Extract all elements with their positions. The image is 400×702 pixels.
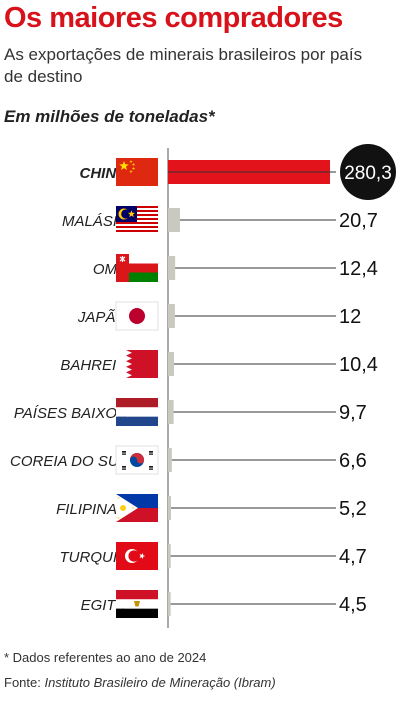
category-label: COREIA DO SUL — [10, 453, 127, 470]
value-label: 4,7 — [339, 546, 367, 568]
footnote: * Dados referentes ao ano de 2024 — [4, 650, 207, 665]
chart-subtitle: As exportações de minerais brasileiros p… — [4, 45, 363, 86]
category-label: TURQUIA — [60, 549, 128, 566]
category-label: BAHREIN — [60, 357, 127, 374]
bar — [168, 448, 172, 472]
netherlands-flag-icon — [116, 398, 158, 426]
category-label: MALÁSIA — [62, 213, 127, 230]
value-label: 20,7 — [339, 210, 378, 232]
value-label: 10,4 — [339, 354, 378, 376]
egypt-flag-icon — [116, 590, 158, 618]
category-label: PAÍSES BAIXOS — [14, 405, 127, 422]
source-name: Instituto Brasileiro de Mineração (Ibram… — [44, 675, 276, 690]
bar — [168, 496, 172, 520]
bar — [168, 352, 175, 376]
source-line: Fonte: Instituto Brasileiro de Mineração… — [4, 675, 276, 690]
value-label: 5,2 — [339, 498, 367, 520]
south-korea-flag-icon — [115, 445, 159, 475]
bar — [168, 592, 171, 616]
value-label: 6,6 — [339, 450, 367, 472]
value-label: 12,4 — [339, 258, 378, 280]
value-label: 12 — [339, 306, 361, 328]
category-label: JAPÃO — [77, 309, 128, 326]
value-badge — [340, 144, 396, 200]
source-prefix: Fonte: — [4, 675, 45, 690]
value-label: 4,5 — [339, 594, 367, 616]
china-flag-icon — [116, 158, 158, 186]
turkey-flag-icon — [116, 542, 158, 570]
bar — [168, 256, 176, 280]
category-label: CHINA — [80, 165, 128, 182]
category-label: EGITO — [81, 597, 128, 614]
oman-flag-icon — [116, 254, 158, 282]
category-label: FILIPINAS — [56, 501, 127, 518]
philippines-flag-icon — [116, 494, 158, 522]
value-label: 9,7 — [339, 402, 367, 424]
bar — [168, 208, 180, 232]
japan-flag-icon — [115, 301, 159, 331]
bar — [168, 304, 175, 328]
value-label: 280,3 — [344, 163, 392, 184]
malaysia-flag-icon — [116, 206, 158, 234]
bahrain-flag-icon — [116, 350, 158, 378]
bar — [168, 400, 174, 424]
chart-title: Os maiores compradores — [4, 2, 343, 34]
unit-label: Em milhões de toneladas* — [4, 107, 215, 126]
bar — [168, 544, 171, 568]
